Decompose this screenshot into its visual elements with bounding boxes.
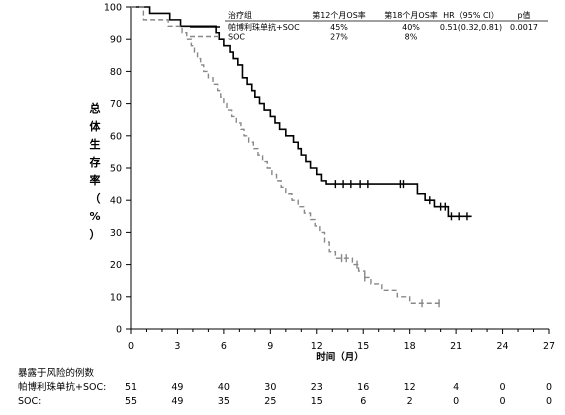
legend-os18: 40% [402, 23, 420, 32]
y-axis-label-char: 体 [90, 119, 102, 133]
legend: 治疗组 第12个月OS率 第18个月OS率 HR（95% CI） p值帕博利珠单抗+SO… [190, 10, 548, 42]
y-axis-label-char: ） [90, 228, 101, 241]
y-axis-label: 总 体 生 存 率 （ % ） [89, 101, 101, 241]
risk-count: 35 [218, 396, 230, 407]
x-tick-label: 21 [450, 341, 462, 352]
y-tick-label: 80 [110, 67, 122, 78]
x-tick-label: 12 [311, 341, 323, 352]
risk-count: 49 [171, 382, 183, 393]
y-tick-label: 40 [110, 196, 122, 207]
y-tick-label: 10 [110, 292, 122, 303]
legend-header: 第12个月OS率 [312, 10, 366, 20]
x-tick-label: 27 [543, 341, 555, 352]
x-tick-label: 0 [128, 341, 134, 352]
risk-count: 25 [264, 396, 276, 407]
legend-header: 第18个月OS率 [384, 10, 438, 20]
x-tick-label: 15 [357, 341, 369, 352]
legend-os12: 27% [330, 33, 348, 42]
risk-row-label: 帕博利珠单抗+SOC: [18, 381, 106, 393]
pembrolizumab-soc-curve [131, 6, 472, 218]
risk-count: 6 [360, 396, 366, 407]
soc-curve [131, 6, 441, 304]
x-axis-label: 时间（月） [316, 351, 364, 363]
risk-count: 55 [125, 396, 137, 407]
risk-count: 0 [546, 382, 552, 393]
risk-count: 40 [218, 382, 230, 393]
y-axis-label-char: 存 [90, 155, 101, 169]
risk-count: 30 [264, 382, 276, 393]
legend-os12: 45% [330, 23, 348, 32]
risk-row-label: SOC: [18, 396, 41, 407]
y-tick-label: 100 [104, 3, 122, 14]
legend-p: 0.0017 [510, 23, 538, 32]
legend-header: p值 [517, 10, 530, 20]
risk-count: 51 [125, 382, 137, 393]
x-tick-label: 3 [174, 341, 180, 352]
curves [131, 6, 472, 308]
y-axis-label-char: 生 [90, 137, 101, 151]
risk-count: 49 [171, 396, 183, 407]
y-axis-label-char: （ [90, 192, 101, 205]
x-tick-label: 9 [267, 341, 273, 352]
x-tick-label: 24 [497, 341, 509, 352]
risk-table-title: 暴露于风险的例数 [18, 367, 95, 379]
x-tick-label: 6 [221, 341, 227, 352]
risk-count: 0 [500, 382, 506, 393]
y-tick-label: 70 [110, 99, 122, 110]
y-tick-label: 60 [110, 131, 122, 142]
y-axis-label-char: 总 [90, 101, 101, 115]
legend-series-name: SOC [228, 33, 245, 42]
axes: 0 10 20 30 40 50 60 70 80 90 100 0 3 6 9 12 15 18 21 24 27 [104, 3, 555, 353]
y-tick-label: 90 [110, 35, 122, 46]
y-tick-label: 0 [116, 325, 122, 336]
y-tick-label: 20 [110, 260, 122, 271]
legend-hr: 0.51(0.32,0.81) [440, 23, 502, 32]
y-axis-label-char: 率 [90, 173, 101, 187]
risk-count: 12 [404, 382, 416, 393]
y-tick-label: 50 [110, 164, 122, 175]
risk-count: 0 [500, 396, 506, 407]
risk-count: 0 [453, 396, 459, 407]
risk-count: 4 [453, 382, 459, 393]
y-axis-label-char: % [89, 210, 100, 223]
legend-header: HR（95% CI） [443, 11, 499, 20]
x-tick-label: 18 [404, 341, 416, 352]
legend-header: 治疗组 [228, 10, 252, 20]
legend-series-name: 帕博利珠单抗+SOC [228, 22, 300, 32]
y-tick-label: 30 [110, 228, 122, 239]
risk-count: 2 [407, 396, 413, 407]
risk-count: 16 [357, 382, 369, 393]
risk-count: 23 [311, 382, 323, 393]
risk-count: 15 [311, 396, 323, 407]
legend-os18: 8% [405, 33, 418, 42]
risk-count: 0 [546, 396, 552, 407]
